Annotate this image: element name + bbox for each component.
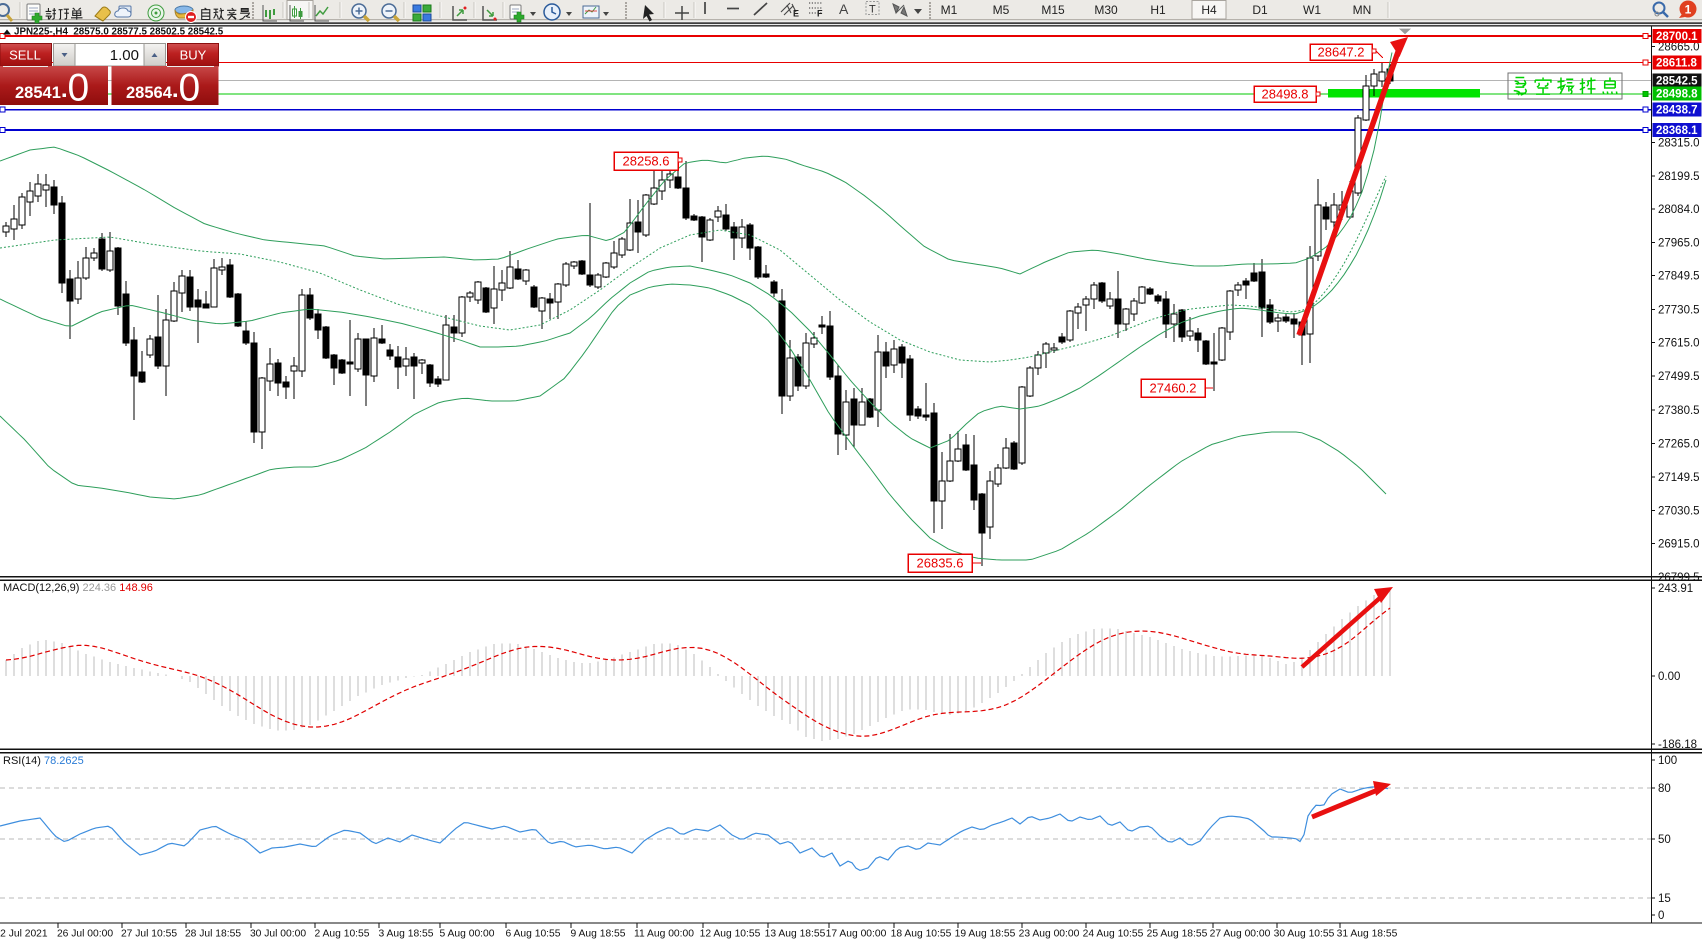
svg-text:SELL: SELL <box>9 48 41 63</box>
svg-text:-186.18: -186.18 <box>1658 739 1697 751</box>
svg-text:M15: M15 <box>1041 3 1065 17</box>
svg-text:E: E <box>793 9 799 19</box>
svg-text:31 Aug 18:55: 31 Aug 18:55 <box>1337 929 1398 940</box>
svg-text:19 Aug 18:55: 19 Aug 18:55 <box>955 929 1016 940</box>
svg-text:30 Aug 10:55: 30 Aug 10:55 <box>1274 929 1335 940</box>
svg-text:W1: W1 <box>1303 3 1321 17</box>
svg-text:9 Aug 18:55: 9 Aug 18:55 <box>571 929 626 940</box>
svg-text:27 Jul 10:55: 27 Jul 10:55 <box>121 929 177 940</box>
svg-text:27730.5: 27730.5 <box>1658 305 1700 317</box>
svg-text:0.00: 0.00 <box>1658 671 1680 683</box>
svg-text:0: 0 <box>179 67 201 110</box>
svg-text:MN: MN <box>1353 3 1372 17</box>
svg-text:2 Aug 10:55: 2 Aug 10:55 <box>315 929 370 940</box>
svg-text:F: F <box>817 9 823 19</box>
svg-text:M30: M30 <box>1094 3 1118 17</box>
svg-text:27265.0: 27265.0 <box>1658 438 1700 450</box>
svg-text:17 Aug 00:00: 17 Aug 00:00 <box>826 929 887 940</box>
svg-text:24 Aug 10:55: 24 Aug 10:55 <box>1083 929 1144 940</box>
svg-text:1.00: 1.00 <box>110 47 139 64</box>
svg-text:28315.0: 28315.0 <box>1658 138 1700 150</box>
svg-text:27030.5: 27030.5 <box>1658 505 1700 517</box>
svg-text:28647.2: 28647.2 <box>1318 45 1365 60</box>
svg-text:M5: M5 <box>993 3 1010 17</box>
svg-text:6 Aug 10:55: 6 Aug 10:55 <box>506 929 561 940</box>
svg-text:26835.6: 26835.6 <box>917 556 964 571</box>
svg-text:RSI(14) 78.2625: RSI(14) 78.2625 <box>3 755 84 767</box>
svg-text:28665.0: 28665.0 <box>1658 42 1700 54</box>
svg-text:28611.8: 28611.8 <box>1656 58 1698 70</box>
svg-text:JPN225-,H4 28575.0 28577.5 28: JPN225-,H4 28575.0 28577.5 28502.5 28542… <box>14 27 224 38</box>
svg-text:11 Aug 00:00: 11 Aug 00:00 <box>634 929 694 940</box>
svg-text:25 Aug 18:55: 25 Aug 18:55 <box>1147 929 1208 940</box>
svg-text:15: 15 <box>1658 893 1671 905</box>
svg-text:0: 0 <box>1658 910 1664 922</box>
svg-text:26799.5: 26799.5 <box>1658 572 1700 584</box>
svg-text:27499.5: 27499.5 <box>1658 371 1700 383</box>
svg-text:50: 50 <box>1658 834 1671 846</box>
svg-text:H4: H4 <box>1201 3 1217 17</box>
svg-text:28700.1: 28700.1 <box>1656 31 1698 43</box>
svg-text:BUY: BUY <box>180 48 207 63</box>
svg-text:28564: 28564 <box>126 84 173 102</box>
svg-text:27 Aug 00:00: 27 Aug 00:00 <box>1210 929 1271 940</box>
svg-text:5 Aug 00:00: 5 Aug 00:00 <box>440 929 495 940</box>
svg-text:28 Jul 18:55: 28 Jul 18:55 <box>185 929 241 940</box>
svg-text:27460.2: 27460.2 <box>1150 381 1197 396</box>
svg-text:28498.8: 28498.8 <box>1656 89 1698 101</box>
svg-text:28542.5: 28542.5 <box>1656 76 1698 88</box>
svg-text:27380.5: 27380.5 <box>1658 405 1700 417</box>
svg-text:28541: 28541 <box>15 84 61 102</box>
svg-text:T: T <box>869 4 876 16</box>
svg-text:243.91: 243.91 <box>1658 583 1693 595</box>
svg-text:100: 100 <box>1658 755 1677 767</box>
svg-text:A: A <box>839 1 849 17</box>
svg-text:13 Aug 18:55: 13 Aug 18:55 <box>765 929 826 940</box>
svg-text:30 Jul 00:00: 30 Jul 00:00 <box>250 929 306 940</box>
svg-text:0: 0 <box>68 67 90 110</box>
svg-text:1: 1 <box>1685 3 1692 17</box>
svg-text:26915.0: 26915.0 <box>1658 539 1700 551</box>
svg-text:H1: H1 <box>1150 3 1166 17</box>
svg-text:27615.0: 27615.0 <box>1658 338 1700 350</box>
svg-text:28368.1: 28368.1 <box>1656 125 1698 137</box>
svg-text:27965.0: 27965.0 <box>1658 238 1700 250</box>
svg-text:MACD(12,26,9) 224.36 148.96: MACD(12,26,9) 224.36 148.96 <box>3 582 153 594</box>
svg-text:28258.6: 28258.6 <box>623 154 670 169</box>
svg-text:27849.5: 27849.5 <box>1658 270 1700 282</box>
svg-text:27149.5: 27149.5 <box>1658 472 1700 484</box>
svg-text:22 Jul 2021: 22 Jul 2021 <box>0 929 48 940</box>
svg-text:M1: M1 <box>941 3 958 17</box>
svg-text:12 Aug 10:55: 12 Aug 10:55 <box>700 929 761 940</box>
svg-text:26 Jul 00:00: 26 Jul 00:00 <box>57 929 113 940</box>
svg-text:D1: D1 <box>1252 3 1268 17</box>
svg-text:28199.5: 28199.5 <box>1658 171 1700 183</box>
svg-text:23 Aug 00:00: 23 Aug 00:00 <box>1019 929 1080 940</box>
svg-text:3 Aug 18:55: 3 Aug 18:55 <box>379 929 434 940</box>
svg-text:28498.8: 28498.8 <box>1262 87 1309 102</box>
svg-text:28438.7: 28438.7 <box>1656 105 1698 117</box>
svg-text:28084.0: 28084.0 <box>1658 204 1700 216</box>
svg-text:18 Aug 10:55: 18 Aug 10:55 <box>891 929 952 940</box>
svg-text:80: 80 <box>1658 783 1671 795</box>
